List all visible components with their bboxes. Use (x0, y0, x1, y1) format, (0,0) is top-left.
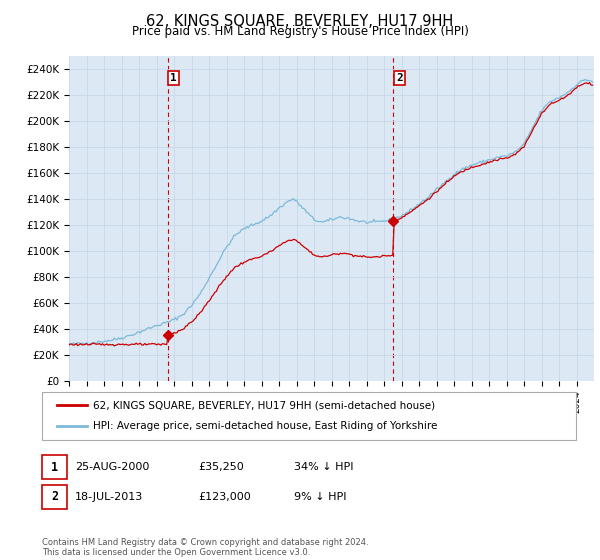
Text: 18-JUL-2013: 18-JUL-2013 (75, 492, 143, 502)
Text: 62, KINGS SQUARE, BEVERLEY, HU17 9HH (semi-detached house): 62, KINGS SQUARE, BEVERLEY, HU17 9HH (se… (93, 400, 435, 410)
Text: HPI: Average price, semi-detached house, East Riding of Yorkshire: HPI: Average price, semi-detached house,… (93, 421, 437, 431)
Text: Contains HM Land Registry data © Crown copyright and database right 2024.
This d: Contains HM Land Registry data © Crown c… (42, 538, 368, 557)
Text: 9% ↓ HPI: 9% ↓ HPI (294, 492, 347, 502)
Text: 1: 1 (170, 73, 177, 83)
Text: £123,000: £123,000 (198, 492, 251, 502)
Text: 2: 2 (396, 73, 403, 83)
Text: 2: 2 (51, 490, 58, 503)
Text: 62, KINGS SQUARE, BEVERLEY, HU17 9HH: 62, KINGS SQUARE, BEVERLEY, HU17 9HH (146, 14, 454, 29)
Text: £35,250: £35,250 (198, 462, 244, 472)
Text: 25-AUG-2000: 25-AUG-2000 (75, 462, 149, 472)
Text: 1: 1 (51, 460, 58, 474)
Text: 34% ↓ HPI: 34% ↓ HPI (294, 462, 353, 472)
Text: Price paid vs. HM Land Registry's House Price Index (HPI): Price paid vs. HM Land Registry's House … (131, 25, 469, 38)
